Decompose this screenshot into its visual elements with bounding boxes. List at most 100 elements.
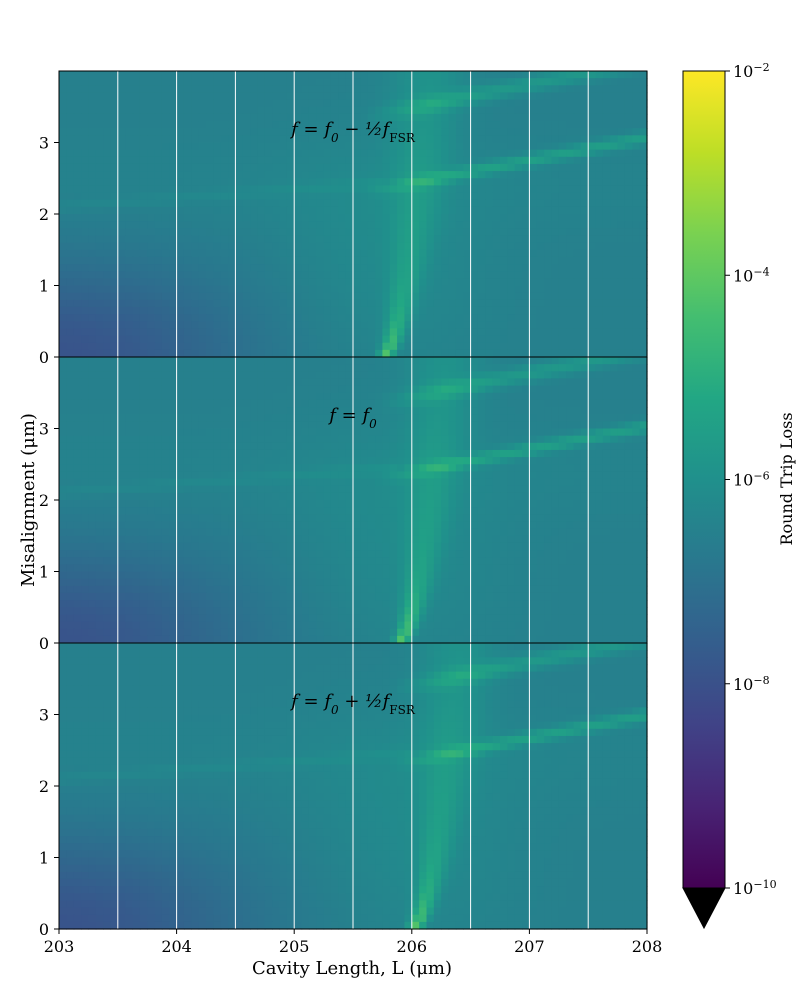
heatmap-cell [500, 142, 508, 151]
heatmap-cell [59, 178, 67, 186]
heatmap-cell [110, 349, 119, 358]
heatmap-cell [448, 121, 457, 129]
heatmap-cell [294, 85, 303, 94]
heatmap-cell [382, 449, 391, 458]
heatmap-cell [588, 371, 597, 380]
heatmap-cell [213, 442, 222, 451]
heatmap-cell [397, 306, 406, 315]
heatmap-cell [316, 221, 325, 229]
heatmap-cell [602, 507, 611, 515]
heatmap-cell [500, 299, 508, 308]
heatmap-cell [375, 199, 383, 208]
heatmap-cell [529, 314, 538, 322]
heatmap-cell [66, 371, 75, 380]
heatmap-cell [448, 492, 457, 501]
heatmap-cell [624, 214, 633, 222]
heatmap-cell [617, 442, 626, 451]
heatmap-cell [139, 385, 148, 394]
heatmap-cell [294, 113, 303, 122]
heatmap-cell [448, 163, 457, 172]
heatmap-cell [485, 264, 494, 272]
heatmap-cell [602, 371, 611, 380]
heatmap-cell [316, 206, 325, 215]
heatmap-cell [507, 78, 516, 86]
heatmap-cell [228, 256, 236, 265]
heatmap-cell [522, 256, 530, 265]
heatmap-cell [382, 385, 391, 394]
heatmap-cell [573, 507, 582, 515]
heatmap-cell [242, 442, 251, 451]
heatmap-cell [132, 264, 141, 272]
heatmap-cell [73, 221, 82, 229]
heatmap-cell [544, 185, 553, 194]
heatmap-cell [117, 149, 126, 158]
heatmap-cell [433, 178, 442, 186]
heatmap-cell [242, 414, 251, 422]
heatmap-cell [220, 235, 229, 244]
heatmap-cell [610, 271, 619, 279]
heatmap-cell [228, 428, 236, 437]
heatmap-cell [441, 206, 450, 215]
heatmap-cell [507, 171, 516, 179]
heatmap-cell [514, 214, 523, 222]
heatmap-cell [558, 414, 567, 422]
heatmap-cell [477, 171, 486, 179]
heatmap-cell [507, 278, 516, 287]
heatmap-cell [375, 385, 383, 394]
heatmap-cell [308, 163, 317, 172]
heatmap-cell [81, 85, 89, 94]
heatmap-cell [529, 192, 538, 201]
heatmap-cell [228, 221, 236, 229]
heatmap-cell [448, 221, 457, 229]
heatmap-cell [566, 485, 575, 494]
heatmap-cell [558, 135, 567, 144]
heatmap-cell [617, 507, 626, 515]
heatmap-cell [139, 378, 148, 387]
heatmap-cell [220, 163, 229, 172]
heatmap-cell [389, 206, 398, 215]
heatmap-cell [286, 414, 295, 422]
heatmap-cell [272, 192, 281, 201]
heatmap-cell [316, 342, 325, 351]
heatmap-cell [617, 135, 626, 144]
heatmap-cell [624, 128, 633, 136]
heatmap-cell [81, 364, 89, 372]
heatmap-cell [536, 428, 545, 437]
heatmap-cell [639, 106, 648, 115]
heatmap-cell [220, 500, 229, 508]
heatmap-cell [206, 149, 214, 158]
heatmap-cell [242, 256, 251, 265]
heatmap-cell [558, 106, 567, 115]
heatmap-cell [602, 214, 611, 222]
heatmap-cell [411, 85, 420, 94]
heatmap-cell [272, 371, 281, 380]
heatmap-cell [382, 464, 391, 472]
heatmap-cell [455, 442, 464, 451]
heatmap-cell [66, 149, 75, 158]
heatmap-cell [353, 378, 361, 387]
heatmap-cell [382, 249, 391, 258]
heatmap-cell [279, 428, 288, 437]
heatmap-cell [397, 135, 406, 144]
heatmap-cell [161, 214, 170, 222]
heatmap-cell [301, 85, 310, 94]
heatmap-cell [323, 85, 332, 94]
heatmap-cell [154, 421, 163, 430]
heatmap-cell [580, 199, 589, 208]
heatmap-cell [507, 392, 516, 401]
heatmap-cell [103, 464, 112, 472]
heatmap-cell [397, 99, 406, 108]
heatmap-cell [110, 378, 119, 387]
heatmap-cell [95, 292, 104, 301]
heatmap-cell [639, 128, 648, 136]
heatmap-cell [316, 292, 325, 301]
heatmap-cell [301, 378, 310, 387]
heatmap-cell [382, 71, 391, 79]
heatmap-cell [624, 278, 633, 287]
heatmap-cell [206, 271, 214, 279]
heatmap-cell [367, 321, 376, 329]
heatmap-cell [507, 349, 516, 358]
heatmap-cell [103, 192, 112, 201]
heatmap-cell [536, 85, 545, 94]
